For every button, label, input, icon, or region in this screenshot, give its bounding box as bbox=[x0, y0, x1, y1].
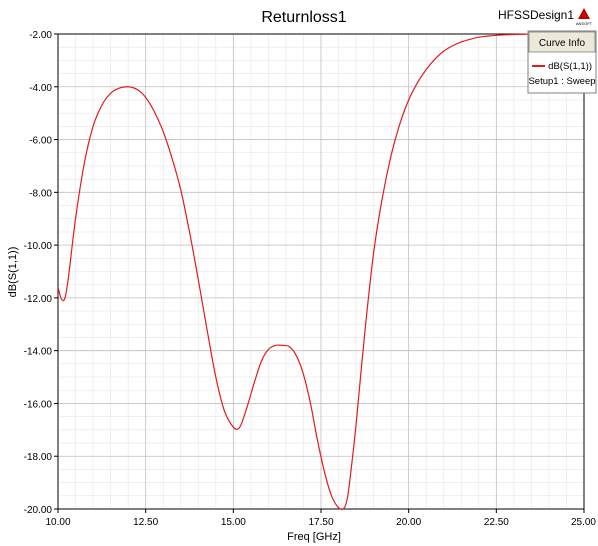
y-tick-label: -4.00 bbox=[29, 83, 52, 94]
series-point bbox=[163, 131, 164, 132]
y-tick-label: -20.00 bbox=[24, 505, 53, 516]
series-line-dB-S11 bbox=[57, 33, 584, 511]
y-tick-label: -14.00 bbox=[24, 347, 53, 358]
series-point bbox=[478, 37, 479, 38]
series-point bbox=[343, 508, 344, 509]
series-point bbox=[215, 376, 216, 377]
series-point bbox=[268, 349, 269, 350]
series-point bbox=[84, 163, 85, 164]
series-point bbox=[317, 440, 318, 441]
series-point bbox=[434, 58, 435, 59]
y-tick-label: -8.00 bbox=[29, 188, 52, 199]
series-point bbox=[136, 89, 137, 90]
ansoft-logo: ANSOFT bbox=[576, 8, 593, 26]
series-point bbox=[324, 471, 325, 472]
series-point bbox=[57, 287, 58, 288]
series-point bbox=[513, 34, 514, 35]
x-tick-label: 15.00 bbox=[221, 517, 246, 528]
series-point bbox=[110, 93, 111, 94]
ansoft-logo-text: ANSOFT bbox=[576, 21, 593, 26]
legend-entry-setup: Setup1 : Sweep bbox=[528, 76, 595, 87]
x-axis-ticks: 10.00 12.50 15.00 17.50 20.00 22.50 25.00 bbox=[45, 509, 596, 528]
ansoft-logo-icon bbox=[578, 8, 590, 19]
x-axis-label: Freq [GHz] bbox=[287, 531, 341, 543]
x-tick-label: 12.50 bbox=[133, 517, 158, 528]
series-point bbox=[469, 39, 470, 40]
series-point bbox=[275, 345, 276, 346]
series-point bbox=[382, 197, 383, 198]
series-point bbox=[350, 471, 351, 472]
series-point bbox=[364, 332, 365, 333]
series-point bbox=[522, 34, 523, 35]
legend-title: Curve Info bbox=[539, 38, 586, 49]
series-point bbox=[282, 345, 283, 346]
series-point bbox=[68, 276, 69, 277]
y-axis-ticks: -2.00 -4.00 -6.00 -8.00 -10.00 -12.00 -14.00 -1… bbox=[24, 30, 58, 516]
series-point bbox=[64, 297, 65, 298]
series-point bbox=[119, 88, 120, 89]
series-point bbox=[417, 82, 418, 83]
series-point bbox=[92, 126, 93, 127]
grid-major bbox=[57, 33, 585, 510]
series-point bbox=[224, 411, 225, 412]
series-point bbox=[233, 427, 234, 428]
series-point bbox=[171, 157, 172, 158]
series-point bbox=[180, 189, 181, 190]
series-point bbox=[198, 279, 199, 280]
y-tick-label: -6.00 bbox=[29, 136, 52, 147]
chart-title: Returnloss1 bbox=[261, 9, 346, 26]
x-tick-label: 20.00 bbox=[396, 517, 421, 528]
legend-entry-name: dB(S(1,1)) bbox=[548, 61, 592, 72]
series-point bbox=[443, 51, 444, 52]
series-point bbox=[296, 355, 297, 356]
x-tick-label: 22.50 bbox=[484, 517, 509, 528]
series-point bbox=[189, 231, 190, 232]
series-point bbox=[101, 105, 102, 106]
series-point bbox=[426, 69, 427, 70]
series-point bbox=[391, 155, 392, 156]
y-tick-label: -10.00 bbox=[24, 241, 53, 252]
x-tick-label: 10.00 bbox=[45, 517, 70, 528]
series-point bbox=[254, 382, 255, 383]
series-point bbox=[347, 498, 348, 499]
series-point bbox=[355, 424, 356, 425]
series-point bbox=[128, 86, 129, 87]
series-point bbox=[505, 34, 506, 35]
legend-box[interactable]: Curve Info dB(S(1,1)) Setup1 : Sweep bbox=[527, 30, 597, 94]
series-point bbox=[373, 252, 374, 253]
series-point bbox=[461, 41, 462, 42]
series-point bbox=[247, 405, 248, 406]
series-point bbox=[408, 99, 409, 100]
y-tick-label: -2.00 bbox=[29, 30, 52, 41]
series-point bbox=[487, 36, 488, 37]
y-tick-label: -18.00 bbox=[24, 452, 53, 463]
series-point bbox=[206, 329, 207, 330]
series-point bbox=[338, 507, 339, 508]
series-point bbox=[452, 45, 453, 46]
x-tick-label: 25.00 bbox=[571, 517, 596, 528]
series-point bbox=[75, 218, 76, 219]
series-point bbox=[145, 97, 146, 98]
y-tick-label: -16.00 bbox=[24, 399, 53, 410]
x-tick-label: 17.50 bbox=[308, 517, 333, 528]
y-axis-label: dB(S(1,1)) bbox=[7, 247, 19, 298]
y-tick-label: -12.00 bbox=[24, 294, 53, 305]
series-point bbox=[310, 403, 311, 404]
series-point bbox=[61, 299, 62, 300]
series-point bbox=[303, 374, 304, 375]
series-point bbox=[261, 361, 262, 362]
series-point bbox=[238, 428, 239, 429]
series-point bbox=[399, 123, 400, 124]
series-point bbox=[496, 35, 497, 36]
series-point bbox=[154, 111, 155, 112]
legend-title-background bbox=[528, 31, 596, 53]
series-point bbox=[242, 421, 243, 422]
series-point bbox=[331, 495, 332, 496]
series-point bbox=[289, 346, 290, 347]
design-name: HFSSDesign1 bbox=[498, 8, 574, 22]
